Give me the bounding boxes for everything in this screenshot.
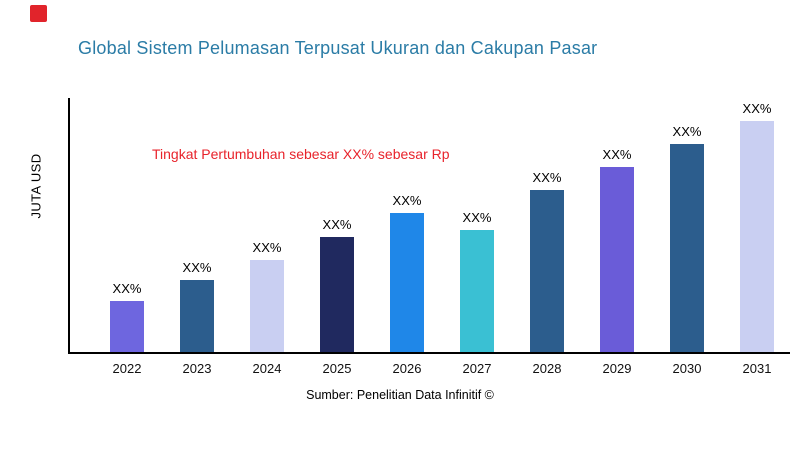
x-axis-tick-label: 2028	[532, 361, 562, 376]
bar-column: XX%	[320, 217, 354, 352]
bar-column: XX%	[600, 147, 634, 352]
bar-2028	[530, 190, 564, 352]
bar-value-label: XX%	[602, 147, 632, 162]
bar-value-label: XX%	[742, 101, 772, 116]
x-axis-tick-label: 2025	[322, 361, 352, 376]
bar-2024	[250, 260, 284, 352]
bar-2027	[460, 230, 494, 352]
x-axis-tick-label: 2031	[742, 361, 772, 376]
bar-2026	[390, 213, 424, 352]
bar-value-label: XX%	[252, 240, 282, 255]
bar-column: XX%	[670, 124, 704, 352]
x-axis-tick-label: 2022	[112, 361, 142, 376]
bar-value-label: XX%	[462, 210, 492, 225]
x-axis-tick-label: 2029	[602, 361, 632, 376]
x-axis-tick-label: 2030	[672, 361, 702, 376]
bar-column: XX%	[180, 260, 214, 352]
bar-2023	[180, 280, 214, 352]
x-axis: 2022 2023 2024 2025 2026 2027 2028 2029 2030 2031	[70, 361, 790, 376]
logo-mark	[30, 5, 47, 22]
bar-column: XX%	[250, 240, 284, 352]
source-caption: Sumber: Penelitian Data Infinitif ©	[306, 388, 494, 402]
bar-2030	[670, 144, 704, 352]
bar-value-label: XX%	[532, 170, 562, 185]
bar-column: XX%	[740, 101, 774, 352]
bar-2022	[110, 301, 144, 352]
bar-column: XX%	[110, 281, 144, 352]
bar-2031	[740, 121, 774, 352]
bar-value-label: XX%	[672, 124, 702, 139]
bar-value-label: XX%	[392, 193, 422, 208]
bar-series: XX% XX% XX% XX% XX% XX% XX% XX% XX% XX%	[70, 98, 790, 352]
bar-column: XX%	[530, 170, 564, 352]
bar-2025	[320, 237, 354, 352]
bar-2029	[600, 167, 634, 352]
bar-column: XX%	[460, 210, 494, 352]
x-axis-tick-label: 2027	[462, 361, 492, 376]
bar-value-label: XX%	[182, 260, 212, 275]
growth-annotation: Tingkat Pertumbuhan sebesar XX% sebesar …	[152, 146, 450, 162]
bar-value-label: XX%	[322, 217, 352, 232]
chart-plot-area: Tingkat Pertumbuhan sebesar XX% sebesar …	[68, 98, 790, 376]
x-axis-tick-label: 2026	[392, 361, 422, 376]
page-title: Global Sistem Pelumasan Terpusat Ukuran …	[78, 38, 598, 58]
x-axis-tick-label: 2023	[182, 361, 212, 376]
x-axis-tick-label: 2024	[252, 361, 282, 376]
bar-column: XX%	[390, 193, 424, 352]
bar-value-label: XX%	[112, 281, 142, 296]
y-axis-label: JUTA USD	[28, 153, 44, 219]
